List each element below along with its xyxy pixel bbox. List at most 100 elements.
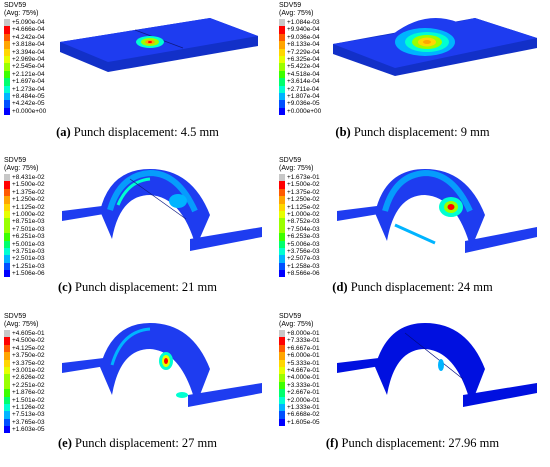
- legend-subtitle: (Avg: 75%): [279, 321, 314, 328]
- legend-row: +8.752e-03: [279, 218, 339, 226]
- legend-row: +4.500e-02: [4, 337, 64, 345]
- legend-row: +1.251e-03: [4, 262, 64, 271]
- legend-row: +8.133e-04: [279, 41, 339, 49]
- legend-swatch: [279, 240, 285, 248]
- legend-row: +4.605e-01: [4, 330, 64, 338]
- legend-swatch: [279, 55, 285, 64]
- legend-row: +3.001e-02: [4, 366, 64, 375]
- legend-value: +8.751e-03: [12, 218, 45, 226]
- legend-swatch: [4, 218, 10, 226]
- legend-value: +6.668e-02: [287, 411, 320, 419]
- legend-row: +1.506e-06: [4, 270, 64, 278]
- legend-rows: +8.000e-01 +7.333e-01 +6.667e-01 +6.000e-01…: [279, 330, 339, 427]
- legend-swatch: [4, 359, 10, 367]
- legend-row: +8.000e-01: [279, 330, 339, 338]
- legend-row: +7.229e-04: [279, 48, 339, 56]
- legend-swatch: [4, 19, 10, 27]
- legend-swatch: [279, 203, 285, 211]
- legend-row: +1.876e-02: [4, 389, 64, 397]
- legend-swatch: [4, 33, 10, 42]
- legend-row: +6.000e-01: [279, 352, 339, 360]
- legend-subtitle: (Avg: 75%): [4, 10, 39, 17]
- legend-value: +1.697e-04: [12, 78, 45, 86]
- legend-swatch: [4, 92, 10, 101]
- legend-swatch: [279, 33, 285, 42]
- legend-row: +9.940e-04: [279, 26, 339, 34]
- legend-swatch: [4, 330, 10, 338]
- legend-row: +1.250e-02: [279, 196, 339, 204]
- legend-row: +3.333e-01: [279, 381, 339, 390]
- legend-value: +1.084e-03: [287, 19, 320, 26]
- legend-value: +1.500e-02: [12, 181, 45, 189]
- legend-subtitle: (Avg: 75%): [4, 165, 39, 172]
- caption: (d) Punch displacement: 24 mm: [275, 280, 550, 295]
- legend-swatch: [279, 19, 285, 27]
- legend-swatch: [279, 262, 285, 271]
- legend-value: +1.501e-02: [12, 396, 45, 404]
- legend-swatch: [279, 366, 285, 375]
- legend-value: +1.273e-04: [12, 85, 45, 93]
- legend-swatch: [4, 188, 10, 197]
- legend-row: +6.251e-03: [4, 233, 64, 241]
- simulation-plot-b: [333, 18, 537, 76]
- legend-value: +2.969e-04: [12, 55, 45, 63]
- caption: (c) Punch displacement: 21 mm: [0, 280, 275, 295]
- legend-title: SDV59: [279, 2, 302, 9]
- caption-letter: (d): [332, 280, 348, 294]
- legend-row: +0.000e+00: [279, 107, 339, 116]
- legend-row: +1.125e-02: [279, 203, 339, 211]
- legend-swatch: [4, 426, 10, 434]
- legend-swatch: [279, 344, 285, 353]
- legend-value: +9.036e-04: [287, 33, 320, 41]
- legend-value: +2.545e-04: [12, 63, 45, 71]
- legend-swatch: [279, 389, 285, 397]
- legend-row: +7.333e-01: [279, 337, 339, 345]
- caption-letter: (e): [58, 436, 72, 450]
- legend-swatch: [4, 352, 10, 360]
- legend-row: +1.126e-02: [4, 403, 64, 412]
- legend-swatch: [4, 225, 10, 234]
- legend-value: +1.807e-04: [287, 92, 320, 100]
- legend-row: +1.500e-02: [279, 181, 339, 189]
- legend-value: +2.507e-03: [287, 255, 320, 263]
- legend-row: +3.751e-03: [4, 247, 64, 256]
- legend-subtitle: (Avg: 75%): [279, 165, 314, 172]
- legend-value: +2.501e-03: [12, 255, 45, 263]
- legend-row: +5.006e-03: [279, 240, 339, 248]
- legend-value: +1.126e-02: [12, 403, 45, 411]
- legend-row: +8.751e-03: [4, 218, 64, 226]
- simulation-plot-c: [62, 169, 262, 251]
- legend-row: +3.756e-03: [279, 247, 339, 256]
- legend-row: +5.001e-03: [4, 240, 64, 248]
- legend-row: +4.242e-04: [4, 33, 64, 42]
- legend-swatch: [279, 411, 285, 419]
- legend-value: +4.000e-01: [287, 374, 320, 382]
- legend-swatch: [4, 337, 10, 345]
- legend-row: +1.000e-02: [4, 210, 64, 219]
- legend-swatch: [279, 374, 285, 382]
- panel-c: SDV59 (Avg: 75%) +8.431e-02 +1.500e-02 +1.…: [0, 155, 275, 310]
- legend-row: +4.125e-02: [4, 344, 64, 353]
- legend-row: +2.000e-01: [279, 396, 339, 404]
- legend-row: +2.626e-02: [4, 374, 64, 382]
- legend-row: +9.036e-05: [279, 100, 339, 108]
- legend-row: +1.125e-02: [4, 203, 64, 211]
- legend-value: +2.667e-01: [287, 389, 320, 397]
- legend-swatch: [4, 270, 10, 278]
- legend-swatch: [279, 255, 285, 263]
- legend-swatch: [279, 403, 285, 412]
- legend-swatch: [279, 41, 285, 49]
- legend-swatch: [279, 70, 285, 79]
- legend-swatch: [4, 418, 10, 427]
- legend-value: +8.752e-03: [287, 218, 320, 226]
- legend-swatch: [279, 181, 285, 189]
- legend-row: +1.375e-02: [279, 188, 339, 197]
- legend-value: +1.125e-02: [287, 203, 320, 211]
- legend-value: +4.500e-02: [12, 337, 45, 345]
- caption: (a) Punch displacement: 4.5 mm: [0, 125, 275, 140]
- legend-swatch: [279, 85, 285, 93]
- legend-value: +1.375e-02: [12, 188, 45, 196]
- legend-value: +6.251e-03: [12, 233, 45, 241]
- legend-value: +1.375e-02: [287, 188, 320, 196]
- legend-swatch: [279, 225, 285, 234]
